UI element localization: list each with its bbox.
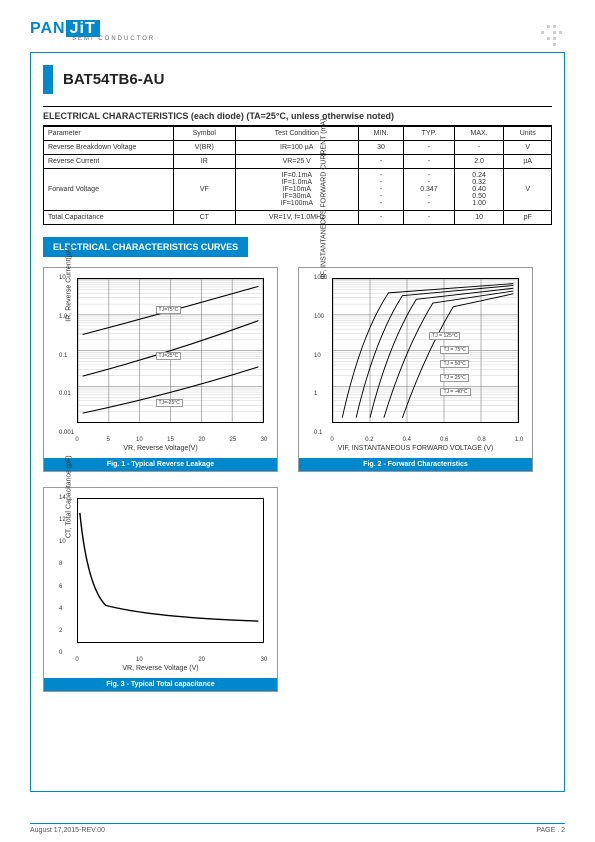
fig1-yaxis: IR, Reverse Current(µA) [66, 246, 73, 322]
decorative-dots [535, 25, 565, 45]
fig2-yaxis: IIF, INSTANTANEOUS FORWARD CURRENT (mA) [321, 118, 328, 279]
logo-jit: JiT [66, 20, 100, 37]
fig3-yaxis: CT, Total Capacitance (pF) [66, 455, 73, 538]
characteristics-table: ParameterSymbolTest ConditionMIN.TYP.MAX… [43, 126, 552, 225]
fig1-caption: Fig. 1 - Typical Reverse Leakage [44, 458, 277, 471]
logo-pan: PAN [30, 20, 66, 37]
fig2-chart: IIF, INSTANTANEOUS FORWARD CURRENT (mA) … [298, 267, 533, 472]
footer-date: August 17,2015-REV.00 [30, 827, 105, 834]
temp-label: TJ=25°C [156, 352, 182, 360]
part-number: BAT54TB6-AU [43, 65, 552, 94]
temp-label: TJ=-25°C [156, 399, 183, 407]
logo-subtitle: SEMI CONDUCTOR [72, 36, 565, 42]
temp-label: TJ = 50°C [440, 360, 468, 368]
fig3-xaxis: VR, Reverse Voltage (V) [52, 665, 269, 672]
fig2-grid [332, 278, 519, 423]
fig3-grid [77, 498, 264, 643]
content-frame: BAT54TB6-AU ELECTRICAL CHARACTERISTICS (… [30, 52, 565, 792]
footer: August 17,2015-REV.00 PAGE . 2 [30, 823, 565, 834]
curves-section-label: ELECTRICAL CHARACTERISTICS CURVES [43, 237, 248, 257]
fig1-chart: IR, Reverse Current(µA) TJ=75°C TJ=25°C … [43, 267, 278, 472]
temp-label: TJ = -40°C [440, 388, 470, 396]
fig3-caption: Fig. 3 - Typical Total capacitance [44, 678, 277, 691]
temp-label: TJ = 25°C [440, 374, 468, 382]
fig1-xaxis: VR, Reverse Voltage(V) [52, 445, 269, 452]
logo: PANJiT SEMI CONDUCTOR [30, 20, 565, 42]
temp-label: TJ=75°C [156, 306, 182, 314]
footer-page: PAGE . 2 [536, 827, 565, 834]
fig2-xaxis: VIF, INSTANTANEOUS FORWARD VOLTAGE (V) [307, 445, 524, 452]
temp-label: TJ = 125°C [429, 332, 460, 340]
section-title: ELECTRICAL CHARACTERISTICS (each diode) … [43, 106, 552, 126]
fig2-caption: Fig. 2 - Forward Characteristics [299, 458, 532, 471]
temp-label: TJ = 75°C [440, 346, 468, 354]
fig3-chart: CT, Total Capacitance (pF) 0102030024681… [43, 487, 278, 692]
